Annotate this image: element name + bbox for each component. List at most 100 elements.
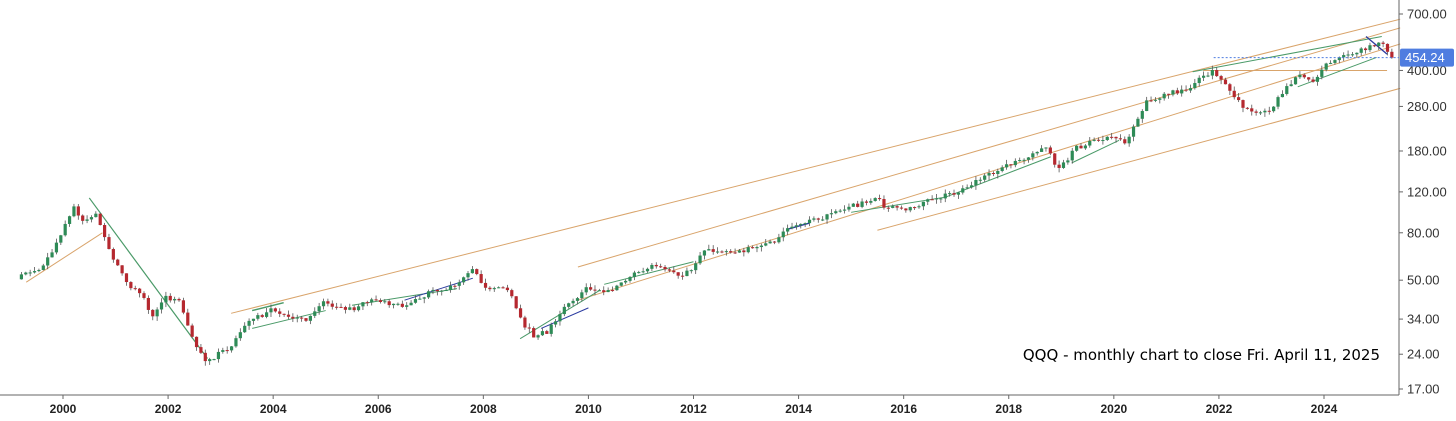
candle-down — [1254, 109, 1258, 116]
candle-down — [864, 199, 869, 206]
candle-body — [645, 268, 650, 272]
candle-body — [138, 288, 142, 294]
candle-up — [1350, 51, 1355, 57]
candle-body — [229, 346, 234, 351]
candle-up — [996, 168, 1000, 179]
candle-body — [948, 193, 952, 195]
candle-up — [448, 281, 453, 293]
candle-up — [632, 270, 636, 281]
candle-up — [159, 298, 164, 314]
candle-up — [63, 220, 67, 237]
candle-up — [208, 357, 212, 365]
candle-up — [1355, 52, 1359, 58]
candle-body — [567, 303, 571, 307]
candle-body — [356, 306, 361, 311]
candle-up — [978, 177, 982, 184]
candle-body — [536, 335, 540, 338]
candle-up — [549, 322, 553, 337]
candle-up — [1320, 65, 1324, 80]
candle-down — [352, 305, 356, 313]
candle-body — [987, 173, 991, 176]
candle-body — [1110, 136, 1114, 138]
candle-body — [1180, 89, 1184, 94]
candle-up — [212, 358, 216, 361]
candle-body — [746, 247, 750, 253]
candle-up — [1153, 97, 1158, 103]
candle-body — [1328, 62, 1333, 64]
candle-up — [869, 198, 873, 205]
candle-body — [847, 206, 851, 210]
candle-down — [1228, 82, 1232, 96]
candle-up — [1197, 75, 1201, 87]
candle-body — [1035, 151, 1039, 154]
candle-down — [365, 300, 369, 307]
last-price-marker: 454.24 — [1213, 48, 1454, 67]
candle-up — [965, 184, 969, 190]
candle-up — [628, 275, 632, 283]
candle-up — [1206, 72, 1210, 78]
candle-down — [1096, 137, 1101, 142]
candle-up — [969, 181, 974, 189]
candle-down — [1237, 92, 1241, 103]
candle-down — [1053, 152, 1057, 168]
candle-down — [194, 336, 199, 351]
candle-body — [260, 315, 264, 317]
candle-up — [1066, 157, 1070, 165]
candle-body — [256, 315, 260, 319]
candle-down — [1123, 136, 1127, 145]
candle-up — [786, 224, 790, 236]
candle-up — [317, 302, 321, 315]
candle-body — [1057, 164, 1061, 168]
candle-up — [794, 222, 798, 230]
candle-body — [116, 259, 120, 266]
x-tick-label: 2000 — [50, 402, 77, 416]
candle-up — [956, 191, 960, 199]
candle-up — [462, 276, 466, 285]
candle-up — [457, 279, 461, 290]
candle-body — [1241, 100, 1245, 108]
candle-up — [32, 266, 37, 274]
candle-up — [698, 252, 702, 265]
candle-body — [427, 291, 431, 298]
candle-body — [650, 264, 654, 269]
candle-down — [142, 291, 146, 300]
candle-body — [571, 300, 575, 304]
candle-up — [251, 318, 256, 325]
candle-body — [812, 218, 816, 220]
candle-body — [786, 228, 790, 232]
candle-body — [1188, 88, 1193, 91]
candle-down — [720, 250, 724, 254]
candle-body — [904, 208, 908, 211]
candle-body — [98, 213, 102, 226]
trend-2009-blue — [540, 307, 589, 329]
candle-up — [934, 194, 939, 204]
candle-body — [1237, 97, 1241, 101]
candle-down — [501, 286, 505, 289]
candle-body — [1363, 48, 1368, 51]
candle-body — [282, 313, 286, 315]
candle-down — [742, 247, 746, 257]
candle-up — [229, 346, 234, 353]
candle-body — [81, 215, 85, 221]
candle-up — [1315, 74, 1320, 86]
candle-up — [19, 272, 24, 280]
candle-up — [689, 269, 693, 274]
candle-body — [996, 170, 1000, 174]
candle-up — [575, 297, 580, 305]
candle-body — [584, 287, 588, 293]
candle-down — [1149, 96, 1153, 103]
candle-up — [59, 234, 63, 246]
candle-body — [921, 201, 925, 207]
candle-body — [1293, 77, 1298, 85]
candle-up — [405, 302, 409, 310]
candle-up — [1359, 47, 1363, 56]
candle-body — [1333, 60, 1337, 63]
candle-body — [326, 301, 330, 304]
candle-body — [151, 309, 155, 317]
candle-down — [654, 262, 658, 269]
candle-body — [825, 214, 829, 220]
candle-down — [1215, 66, 1219, 78]
candle-body — [89, 217, 94, 220]
candle-body — [133, 288, 137, 290]
candle-body — [943, 193, 947, 199]
